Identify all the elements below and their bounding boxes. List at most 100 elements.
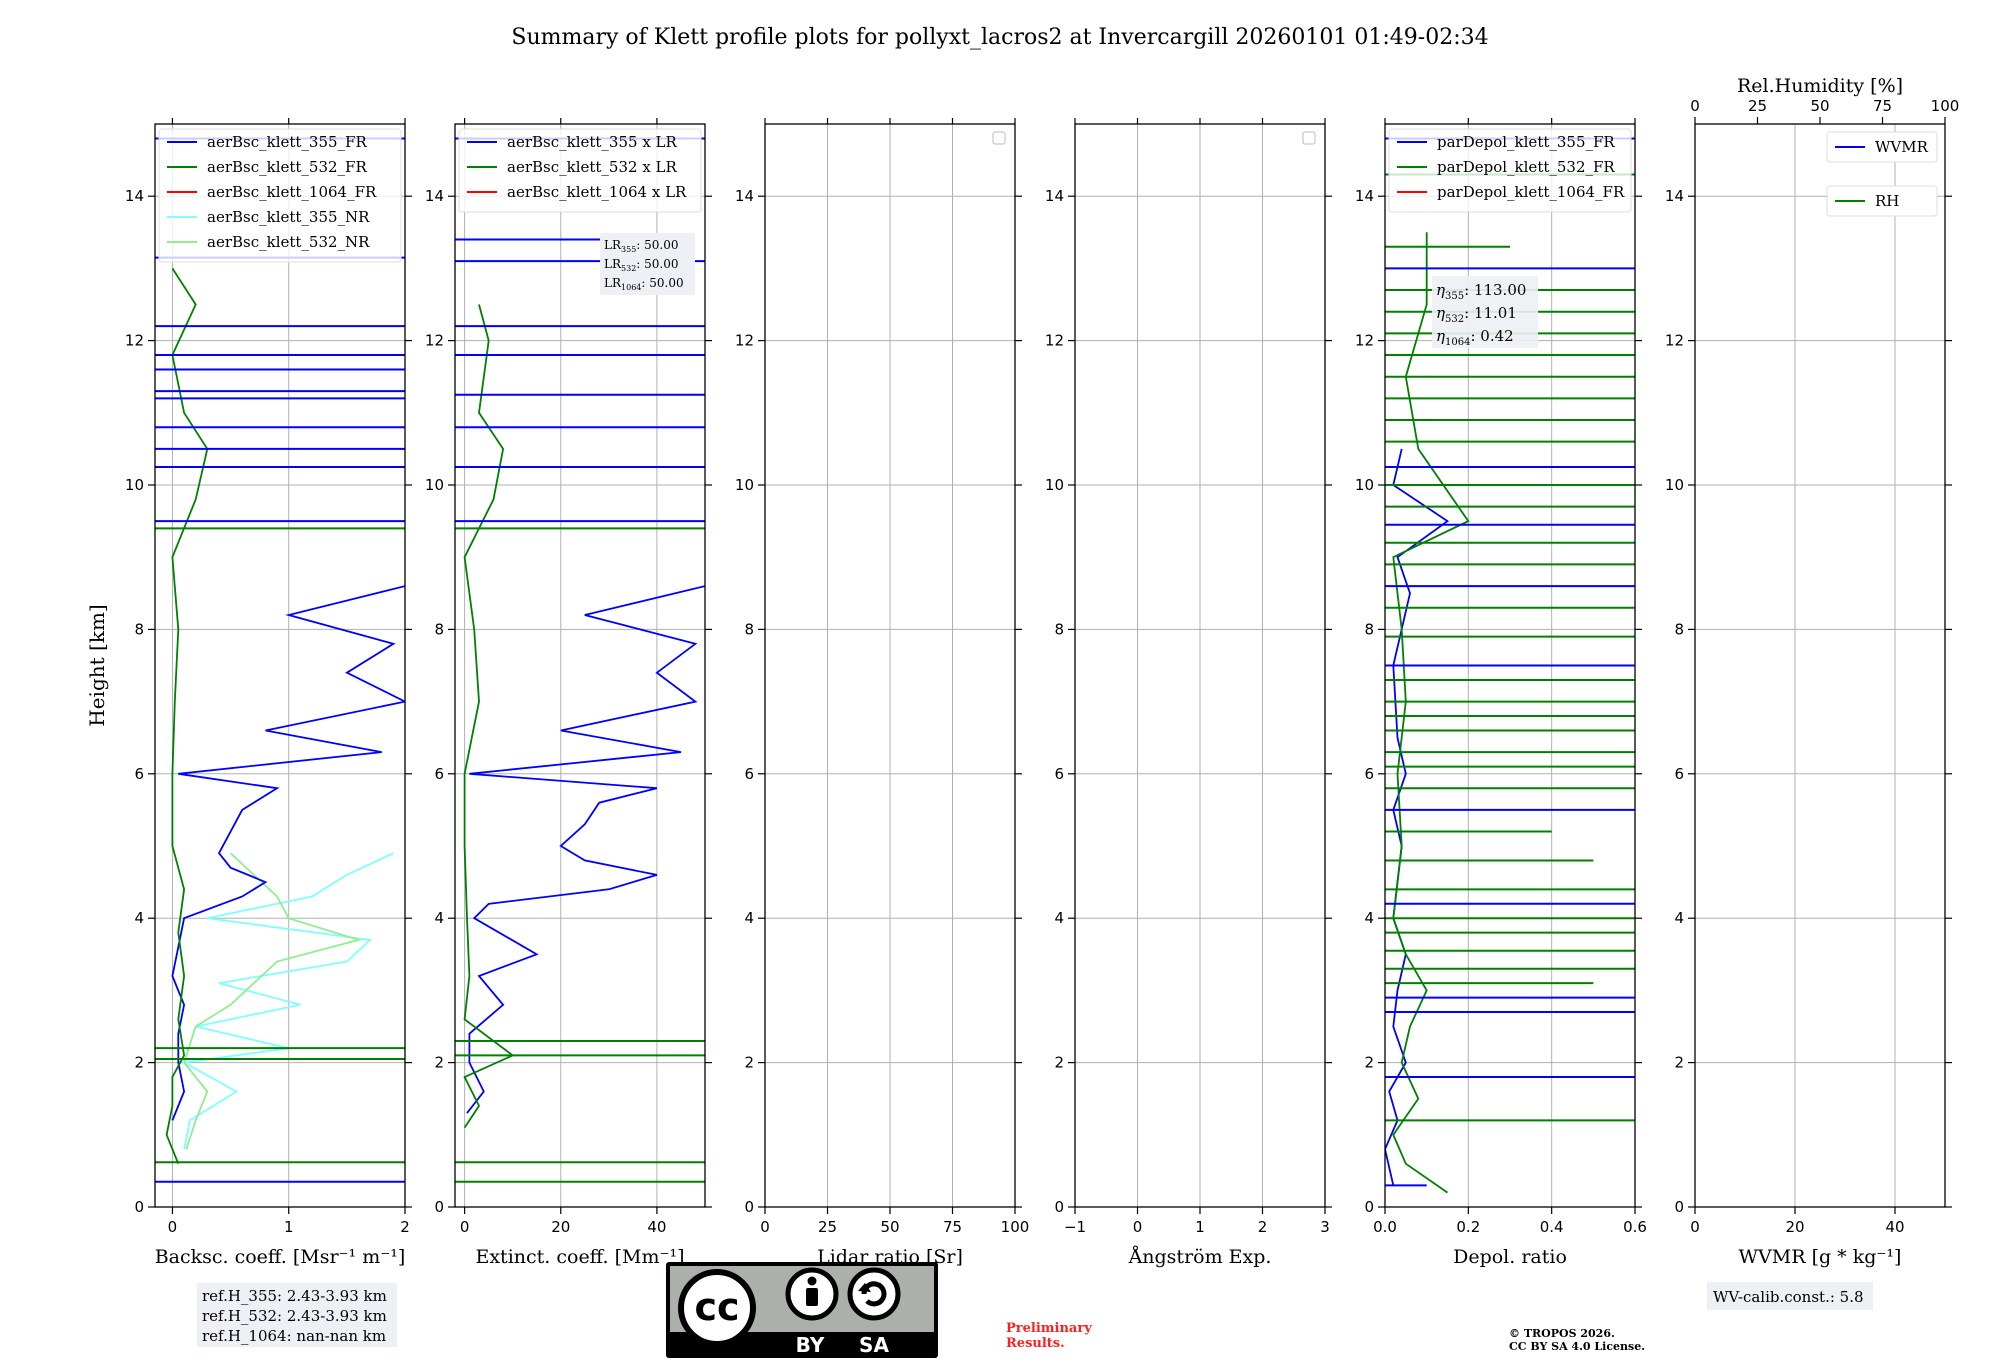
ytick-label-ang-7: 14 [1045, 187, 1064, 205]
cc-by-label: BY [796, 1333, 825, 1357]
eta-annot-box [1432, 276, 1538, 348]
wv-calib-box [1707, 1282, 1873, 1310]
ytick-label-wv-7: 14 [1665, 187, 1684, 205]
ytick-label-ext-7: 14 [425, 187, 444, 205]
ytick-label-bsc-6: 12 [125, 332, 144, 350]
ytick-label-ang-4: 8 [1054, 620, 1064, 638]
xtick-label-bsc-0: 0 [168, 1218, 178, 1236]
ytick-label-wv-6: 12 [1665, 332, 1684, 350]
xlabel-ang: Ångström Exp. [1128, 1246, 1272, 1268]
preliminary-label-line2: Results. [1006, 1336, 1065, 1351]
empty-legend-ang [1302, 131, 1316, 145]
xlabel-bsc: Backsc. coeff. [Msr⁻¹ m⁻¹] [155, 1246, 406, 1268]
xtick-label-lr-0: 0 [760, 1218, 770, 1236]
ytick-label-lr-2: 4 [744, 909, 754, 927]
legend-label-ext-1: aerBsc_klett_532 x LR [507, 158, 678, 176]
xtick-label-bsc-1: 1 [284, 1218, 294, 1236]
xtick-label-wv-1: 20 [1785, 1218, 1804, 1236]
ytick-label-dep-2: 4 [1364, 909, 1374, 927]
series-parDepol_klett_532_FR [1392, 232, 1470, 1194]
legend-label-wv-0: WVMR [1875, 138, 1929, 156]
refh-line-0: ref.H_355: 2.43-3.93 km [202, 1287, 387, 1305]
copyright-line1: © TROPOS 2026. [1509, 1327, 1615, 1340]
cc-by-sa-logo: cc BY SA [666, 1262, 938, 1358]
xtick-label-ang-1: 0 [1133, 1218, 1143, 1236]
legend-box-bsc [158, 128, 402, 263]
legend-box-wv-0 [1826, 131, 1938, 163]
ytick-label-bsc-4: 8 [134, 620, 144, 638]
preliminary-label-line1: Preliminary [1006, 1321, 1092, 1336]
legend-label-dep-2: parDepol_klett_1064_FR [1437, 183, 1625, 201]
legend-label-dep-1: parDepol_klett_532_FR [1437, 158, 1615, 176]
cc-logo-text: cc [694, 1285, 739, 1329]
axes-frame-bsc [154, 123, 406, 1208]
ytick-label-ang-2: 4 [1054, 909, 1064, 927]
xtick-label-ang-0: −1 [1064, 1218, 1086, 1236]
ytick-label-ang-1: 2 [1054, 1054, 1064, 1072]
ytick-label-lr-3: 6 [744, 765, 754, 783]
xtick-label-wv-2: 40 [1885, 1218, 1904, 1236]
xtick-label-lr-3: 75 [943, 1218, 962, 1236]
lr-annot-line-2: LR1064: 50.00 [604, 276, 684, 292]
by-person-body [806, 1288, 818, 1306]
top-xtick-label-wv-3: 75 [1873, 97, 1892, 115]
xlabel-ext: Extinct. coeff. [Mm⁻¹] [475, 1246, 684, 1268]
ytick-label-wv-5: 10 [1665, 476, 1684, 494]
axes-ext: 0 20 40 0 2 4 6 8 10 12 14 Extinct. coeff. [Mm⁻¹] ae… [425, 118, 712, 1268]
ytick-label-bsc-3: 6 [134, 765, 144, 783]
axes-frame-wv [1694, 123, 1946, 1208]
by-person-head [807, 1276, 817, 1286]
top-xtick-label-wv-2: 50 [1810, 97, 1829, 115]
lr-annot-prefix: LR [604, 276, 622, 290]
axes-frame-ext [454, 123, 706, 1208]
xtick-label-ext-2: 40 [647, 1218, 666, 1236]
refh-line-1: ref.H_532: 2.43-3.93 km [202, 1307, 387, 1325]
eta-annot-line-2: η1064: 0.42 [1436, 327, 1514, 348]
lr-annot-sub: 532 [621, 264, 636, 273]
cc-sa-label: SA [859, 1333, 889, 1357]
top-xtick-label-wv-4: 100 [1931, 97, 1960, 115]
series-aerBsc_klett_355 x LR [466, 585, 705, 1114]
ytick-label-wv-3: 6 [1674, 765, 1684, 783]
top-xtick-label-wv-1: 25 [1748, 97, 1767, 115]
series-aerBsc_klett_532 x LR [463, 304, 515, 1129]
xtick-label-dep-1: 0.2 [1456, 1218, 1480, 1236]
legend-label-bsc-3: aerBsc_klett_355_NR [207, 208, 370, 226]
ytick-label-wv-2: 4 [1674, 909, 1684, 927]
eta-annot-value: : 0.42 [1470, 327, 1513, 345]
legend-label-dep-0: parDepol_klett_355_FR [1437, 133, 1615, 151]
sa-arrow-head [858, 1283, 871, 1292]
xlabel-dep: Depol. ratio [1453, 1246, 1567, 1268]
ytick-label-lr-0: 0 [744, 1198, 754, 1216]
legend-box-wv-1 [1826, 185, 1938, 217]
xtick-label-dep-0: 0.0 [1373, 1218, 1397, 1236]
ytick-label-bsc-2: 4 [134, 909, 144, 927]
lr-annot-sub: 1064 [621, 283, 641, 292]
legend-box-ext [458, 128, 702, 213]
ytick-label-lr-5: 10 [735, 476, 754, 494]
xtick-label-lr-4: 100 [1001, 1218, 1030, 1236]
lr-annot-line-1: LR532: 50.00 [604, 257, 679, 273]
eta-annot-prefix: η [1436, 304, 1445, 322]
eta-annot-sub: 532 [1445, 314, 1464, 325]
legend-label-ext-0: aerBsc_klett_355 x LR [507, 133, 678, 151]
empty-legend-lr [992, 131, 1006, 145]
xtick-label-ext-1: 20 [551, 1218, 570, 1236]
xtick-label-wv-0: 0 [1690, 1218, 1700, 1236]
ytick-label-bsc-5: 10 [125, 476, 144, 494]
legend-label-bsc-2: aerBsc_klett_1064_FR [207, 183, 377, 201]
ytick-label-ext-0: 0 [434, 1198, 444, 1216]
ytick-label-dep-6: 12 [1355, 332, 1374, 350]
ytick-label-dep-0: 0 [1364, 1198, 1374, 1216]
legend-label-wv-1: RH [1875, 192, 1899, 210]
sa-share-icon [847, 1267, 901, 1321]
ytick-label-ext-4: 8 [434, 620, 444, 638]
ytick-label-wv-1: 2 [1674, 1054, 1684, 1072]
series-aerBsc_klett_532_FR [165, 267, 209, 1165]
eta-annot-sub: 1064 [1445, 337, 1470, 348]
ytick-label-dep-7: 14 [1355, 187, 1374, 205]
